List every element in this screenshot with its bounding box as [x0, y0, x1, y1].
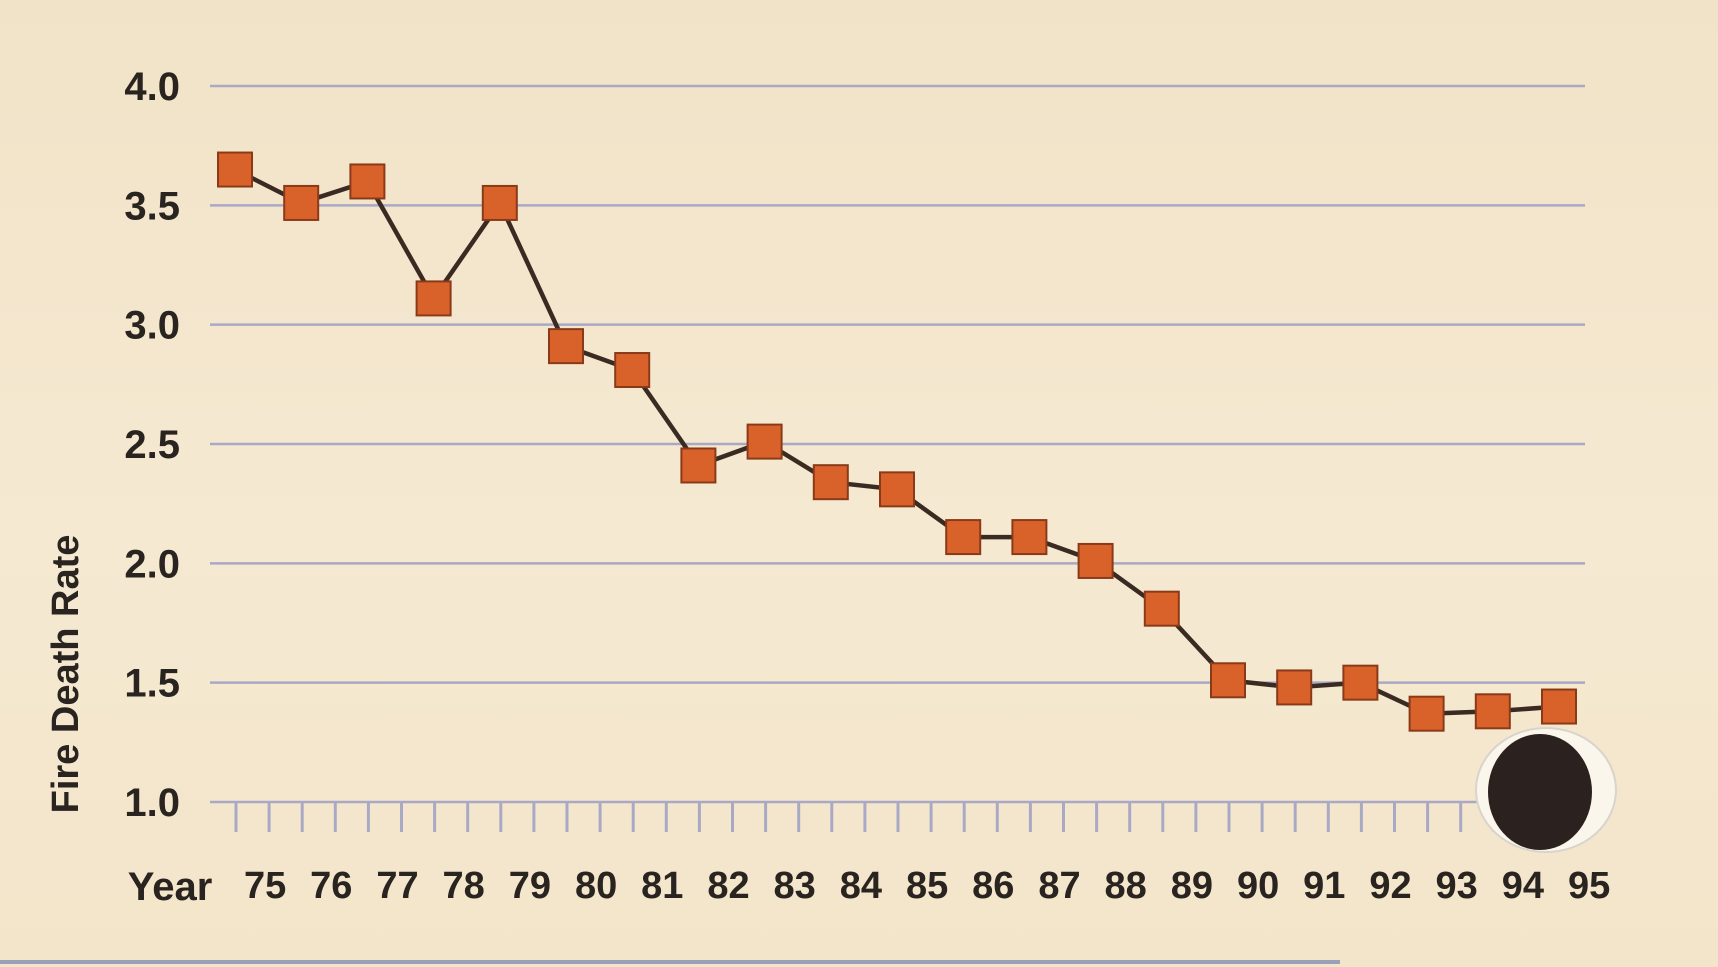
x-tick-label: 83: [774, 865, 816, 907]
x-tick-label: 85: [906, 865, 948, 907]
x-tick-label: 77: [376, 865, 418, 907]
data-point: [879, 471, 915, 508]
data-point: [1143, 590, 1180, 627]
y-tick-label: 2.0: [124, 542, 180, 586]
x-tick-label: 82: [707, 865, 749, 907]
data-point: [614, 352, 651, 389]
series-line-path: [233, 167, 1560, 716]
x-tick-label: 95: [1568, 865, 1610, 907]
data-point: [548, 328, 584, 365]
page-bottom-rule: [0, 960, 1340, 964]
x-tick-label: 94: [1502, 865, 1544, 907]
x-tick-label: 79: [509, 865, 551, 907]
series-line: [233, 167, 1560, 716]
data-point: [812, 464, 849, 501]
data-point: [1210, 662, 1246, 699]
x-tick-label: 89: [1171, 865, 1213, 907]
x-axis: [234, 802, 1562, 832]
y-tick-label: 1.0: [124, 781, 180, 825]
data-point: [481, 184, 518, 221]
x-tick-label: 80: [575, 865, 617, 907]
x-tick-label: 93: [1436, 865, 1478, 907]
data-markers: [217, 151, 1577, 732]
decorations: [1475, 727, 1617, 853]
data-point: [1011, 519, 1048, 556]
data-point: [1342, 664, 1379, 701]
x-tick-label: 91: [1303, 865, 1345, 907]
x-tick-label: 90: [1237, 865, 1279, 907]
decorative-dark-circle: [1488, 734, 1592, 850]
data-point: [1077, 542, 1114, 579]
data-point: [746, 423, 783, 460]
gridlines: [210, 84, 1585, 804]
x-axis-label: Year: [128, 865, 213, 909]
x-tick-label: 75: [244, 865, 286, 907]
data-point: [1408, 695, 1445, 732]
data-point: [349, 163, 386, 200]
data-point: [1541, 688, 1577, 725]
x-tick-label: 88: [1105, 865, 1147, 907]
y-tick-label: 1.5: [124, 662, 180, 706]
x-tick-label: 86: [972, 865, 1014, 907]
x-tick-label: 81: [641, 865, 683, 907]
y-tick-label: 4.0: [124, 65, 180, 109]
x-tick-label: 78: [443, 865, 485, 907]
data-point: [415, 280, 452, 317]
y-tick-label: 3.5: [124, 184, 180, 228]
tick-labels: 1.0 1.5 2.0 2.5 3.0 3.5 4.0 75 76 77 78 79 80 81 82 83 8…: [45, 65, 1610, 909]
data-point: [680, 447, 717, 484]
y-tick-label: 3.0: [124, 304, 180, 348]
x-tick-label: 84: [840, 865, 882, 907]
data-point: [217, 151, 253, 188]
x-tick-label: 92: [1369, 865, 1411, 907]
data-point: [283, 184, 320, 221]
x-tick-label: 76: [310, 865, 352, 907]
y-axis-label: Fire Death Rate: [45, 535, 87, 814]
y-tick-label: 2.5: [124, 423, 180, 467]
data-point: [1474, 693, 1511, 730]
x-tick-label: 87: [1038, 865, 1080, 907]
data-point: [1276, 669, 1313, 706]
data-point: [945, 519, 982, 556]
